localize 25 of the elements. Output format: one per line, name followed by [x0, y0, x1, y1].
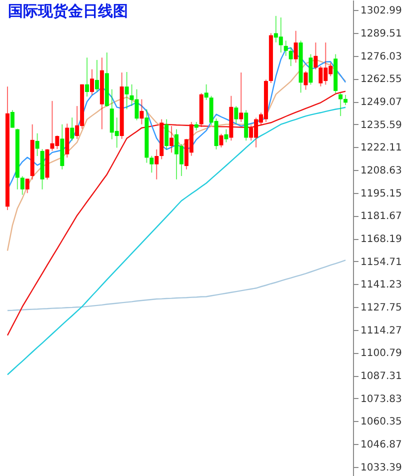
y-tick-label: 1141.23: [360, 280, 402, 291]
y-tick-label: 1046.87: [360, 440, 402, 451]
y-tick-label: 1208.63: [360, 166, 402, 177]
chart-title: 国际现货金日线图: [8, 2, 128, 20]
y-tick-label: 1114.27: [360, 325, 402, 336]
y-tick-label: 1181.67: [360, 211, 402, 222]
y-tick-label: 1195.15: [360, 188, 402, 200]
y-tick-label: 1060.35: [360, 416, 402, 428]
line-series: [6, 106, 346, 376]
y-tick-label: 1276.03: [360, 51, 402, 62]
y-tick-label: 1073.83: [360, 394, 402, 405]
y-tick-label: 1302.99: [360, 6, 402, 17]
line-series: [6, 90, 346, 336]
y-tick-label: 1127.75: [360, 302, 402, 314]
y-tick-label: 1087.31: [360, 371, 402, 382]
y-tick-label: 1222.11: [360, 142, 402, 154]
y-tick-label: 1100.79: [360, 348, 402, 360]
line-series: [6, 260, 346, 312]
y-tick-label: 1235.59: [360, 120, 402, 131]
y-tick-label: 1033.39: [360, 462, 402, 474]
y-tick-label: 1154.71: [360, 256, 402, 268]
y-tick-label: 1262.55: [360, 74, 402, 86]
y-tick-label: 1168.19: [360, 234, 402, 246]
y-tick-label: 1289.51: [360, 28, 402, 40]
y-tick-label: 1249.07: [360, 97, 402, 108]
